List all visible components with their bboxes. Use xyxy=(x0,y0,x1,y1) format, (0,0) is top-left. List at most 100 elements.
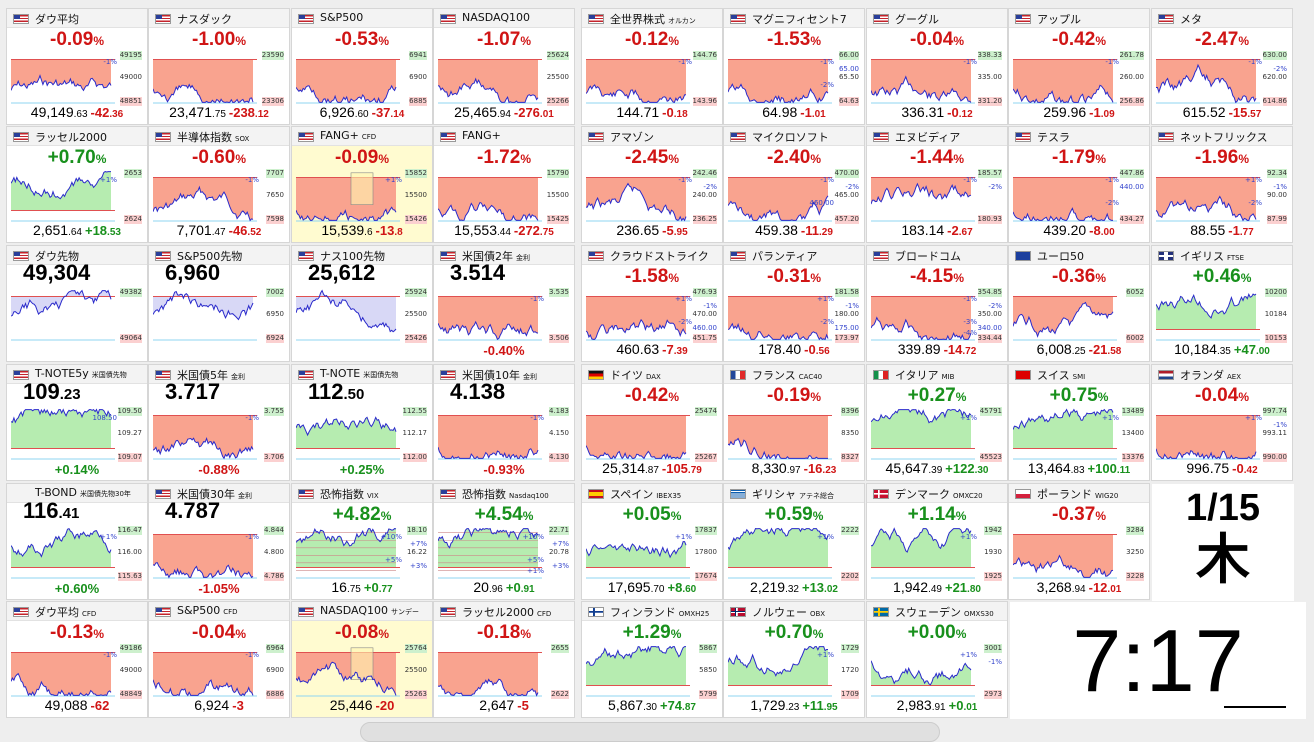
change-value: -8 xyxy=(1089,223,1101,238)
market-tile[interactable]: T-BOND 米国債先物30年 116.41 116.47 116.00 115.63 +1… xyxy=(6,483,148,600)
market-tile[interactable]: パランティア -0.31% 181.58 180.00 173.97 +1% -1% -2% 1… xyxy=(723,245,865,362)
market-tile[interactable]: ナスダック -1.00% 23590 23306 23,471.75 -238.12 xyxy=(148,8,290,125)
market-tile[interactable]: FANG+ -1.72% 15790 15500 15425 15,553.44 -272.… xyxy=(433,126,575,243)
tick-extra: -1% xyxy=(1273,183,1287,191)
market-tile[interactable]: ノルウェー OBX +0.70% 1729 1720 1709 +1% 1,729.23 +11… xyxy=(723,601,865,718)
market-tile[interactable]: T-NOTE 米国債先物 112.50 112.55 112.17 112.00 +0.25… xyxy=(291,364,433,481)
tick-low: 25426 xyxy=(404,334,427,343)
tile-header: 恐怖指数 VIX xyxy=(292,484,432,503)
price-decimals: .60 xyxy=(354,109,369,120)
market-tile[interactable]: ネットフリックス -1.96% 92.34 90.00 87.99 +1% -1% -2% 88… xyxy=(1151,126,1293,243)
market-subname: 金利 xyxy=(231,373,245,381)
price-decimals: .83 xyxy=(1070,465,1085,476)
market-tile[interactable]: スペイン IBEX35 +0.05% 17837 17800 17674 +1% 17,695… xyxy=(581,483,723,600)
market-tile[interactable]: イギリス FTSE +0.46% 10200 10184 10153 10,184.35 +4… xyxy=(1151,245,1293,362)
market-tile[interactable]: グーグル -0.04% 338.33 335.00 331.20 -1% 336.31 -0.… xyxy=(866,8,1008,125)
change-value: -42 xyxy=(90,105,110,120)
market-tile[interactable]: オランダ AEX -0.04% 997.74 993.11 990.00 +1% -1% 996… xyxy=(1151,364,1293,481)
market-tile[interactable]: 米国債2年 金利 3.514 3.535 3.506 -1% -0.40% xyxy=(433,245,575,362)
market-tile[interactable]: フランス CAC40 -0.19% 8396 8350 8327 8,330.97 -16.2… xyxy=(723,364,865,481)
market-tile[interactable]: マグニフィセント7 -1.53% 66.00 65.50 64.63 -1% 65.00 -2… xyxy=(723,8,865,125)
market-tile[interactable]: マイクロソフト -2.40% 470.00 465.00 457.20 -1% -2% 460… xyxy=(723,126,865,243)
market-tile[interactable]: ギリシャ アテネ総合 +0.59% 2222 2202 +1% 2,219.32 +13.02 xyxy=(723,483,865,600)
market-tile[interactable]: スウェーデン OMXS30 +0.00% 3001 2973 +1% -1% 2,983.91… xyxy=(866,601,1008,718)
market-tile[interactable]: クラウドストライク -1.58% 476.93 470.00 451.75 +1% -1% -… xyxy=(581,245,723,362)
change-percent-value: -0.18 xyxy=(477,622,521,643)
market-tile[interactable]: アマゾン -2.45% 242.46 240.00 236.25 -1% -2% 236.65… xyxy=(581,126,723,243)
tick-low: 7598 xyxy=(266,215,284,224)
sparkline-chart: 6941 6900 6885 xyxy=(296,49,430,107)
market-name-text: アマゾン xyxy=(610,131,654,144)
change-percent-value: -0.19 xyxy=(767,385,811,406)
market-tile[interactable]: ユーロ50 -0.36% 6052 6002 6,008.25 -21.58 xyxy=(1008,245,1150,362)
market-tile[interactable]: ラッセル2000 +0.70% 2653 2624 +1% 2,651.64 +18.53 xyxy=(6,126,148,243)
market-tile[interactable]: ダウ平均 CFD -0.13% 49186 49000 48849 -1% 49,088 -62 xyxy=(6,601,148,718)
change-value: -46 xyxy=(228,223,248,238)
flag-icon xyxy=(440,251,456,261)
market-tile[interactable]: 米国債5年 金利 3.717 3.755 3.706 -1% -0.88% xyxy=(148,364,290,481)
change-percent: +0.70% xyxy=(7,147,147,169)
sparkline-line xyxy=(586,182,687,222)
flag-icon xyxy=(155,370,171,380)
sparkline-chart: 2655 2622 xyxy=(438,642,572,700)
market-tile[interactable]: ナス100先物 25,612 25924 25500 25426 xyxy=(291,245,433,362)
market-name-text: 米国債10年 xyxy=(462,369,520,382)
market-tile[interactable]: T-NOTE5y 米国債先物 109.23 109.50 109.27 109.07 108… xyxy=(6,364,148,481)
percent-sign: % xyxy=(380,509,392,523)
change-value: -15 xyxy=(1228,105,1248,120)
market-tile[interactable]: 恐怖指数 Nasdaq100 +4.54% 22.71 20.78 +10% +7% +5% +… xyxy=(433,483,575,600)
market-tile[interactable]: 全世界株式 オルカン -0.12% 144.76 143.96 -1% 144.71 -0.1… xyxy=(581,8,723,125)
market-tile[interactable]: ダウ先物 49,304 49382 49064 xyxy=(6,245,148,362)
tile-header: T-BOND 米国債先物30年 xyxy=(7,484,147,503)
change-decimals: .8 xyxy=(394,227,403,238)
market-name: スイス SMI xyxy=(1037,367,1085,383)
market-tile[interactable]: 米国債10年 金利 4.138 4.183 4.150 4.130 -1% -0.93% xyxy=(433,364,575,481)
sparkline-svg xyxy=(871,58,975,104)
tick-high: 112.55 xyxy=(402,407,427,416)
sparkline-line xyxy=(438,320,539,341)
price-footer: 183.14 -2.67 xyxy=(867,222,1007,240)
tile-header: 恐怖指数 Nasdaq100 xyxy=(434,484,574,503)
sparkline-chart: 49186 49000 48849 -1% xyxy=(11,642,145,700)
market-tile[interactable]: イタリア MIB +0.27% 45791 45523 +1% 45,647.39 +122.… xyxy=(866,364,1008,481)
market-tile[interactable]: NASDAQ100 -1.07% 25624 25500 25266 25,465.94-… xyxy=(433,8,575,125)
market-tile[interactable]: ポーランド WIG20 -0.37% 3284 3250 3228 3,268.94 -12.… xyxy=(1008,483,1150,600)
market-tile[interactable]: ドイツ DAX -0.42% 25474 25267 25,314.87 -105.79 xyxy=(581,364,723,481)
market-tile[interactable]: FANG+ CFD -0.09% 15852 15500 15426 +1% 15,539.6… xyxy=(291,126,433,243)
market-tile[interactable]: S&P500先物 6,960 7002 6950 6924 xyxy=(148,245,290,362)
market-tile[interactable]: スイス SMI +0.75% 13489 13400 13376 +1% 13,464.83 +… xyxy=(1008,364,1150,481)
price-footer: 1,729.23 +11.95 xyxy=(724,697,864,715)
market-subname: VIX xyxy=(367,492,379,500)
market-name: 米国債30年 金利 xyxy=(177,486,252,502)
price-value: 25,314 xyxy=(602,460,645,476)
change-percent-value: -2.45 xyxy=(625,147,669,168)
market-tile[interactable]: ダウ平均 -0.09% 49195 49000 48851 -1% 49,149.63 -42… xyxy=(6,8,148,125)
market-tile[interactable]: NASDAQ100 サンデー -0.08% 25764 25500 25263 25,446… xyxy=(291,601,433,718)
tile-header: ドイツ DAX xyxy=(582,365,722,384)
tick-extra: -2% xyxy=(845,183,859,191)
market-tile[interactable]: デンマーク OMXC20 +1.14% 1942 1930 1925 +1% 1,942.49… xyxy=(866,483,1008,600)
market-tile[interactable]: テスラ -1.79% 447.86 434.27 -1% 440.00 -2% 439.20-… xyxy=(1008,126,1150,243)
market-tile[interactable]: フィンランド OMXH25 +1.29% 5867 5850 5799 5,867.30 +7… xyxy=(581,601,723,718)
market-tile[interactable]: 米国債30年 金利 4.787 4.844 4.800 4.786 -1% -1.05% xyxy=(148,483,290,600)
flag-icon xyxy=(440,14,456,24)
market-tile[interactable]: 半導体指数 SOX -0.60% 7707 7650 7598 -1% 7,701.47 -46… xyxy=(148,126,290,243)
market-subname: CFD xyxy=(223,608,238,616)
sparkline-line xyxy=(11,408,112,424)
market-tile[interactable]: S&P500 -0.53% 6941 6900 6885 6,926.60 -37.14 xyxy=(291,8,433,125)
market-tile[interactable]: メタ -2.47% 630.00 620.00 614.86 -1% -2% 615.52 -1… xyxy=(1151,8,1293,125)
sparkline-area xyxy=(11,652,111,696)
market-tile[interactable]: ラッセル2000 CFD -0.18% 2655 2622 2,647 -5 xyxy=(433,601,575,718)
bottom-scrollbar[interactable] xyxy=(360,722,940,742)
market-name: アマゾン xyxy=(610,129,654,145)
flag-icon xyxy=(873,14,889,24)
market-tile[interactable]: S&P500 CFD -0.04% 6964 6900 6886 -1% 6,924 -3 xyxy=(148,601,290,718)
tick-extra: -1% xyxy=(678,58,692,66)
tick-high: 185.57 xyxy=(977,169,1002,178)
market-tile[interactable]: ブロードコム -4.15% 354.85 350.00 334.44 -1% -2% -3% 3… xyxy=(866,245,1008,362)
market-tile[interactable]: アップル -0.42% 261.78 260.00 256.86 -1% 259.96 -1.… xyxy=(1008,8,1150,125)
flag-icon xyxy=(1015,489,1031,499)
market-tile[interactable]: エヌビディア -1.44% 185.57 180.93 -1% -2% 183.14 -2.6… xyxy=(866,126,1008,243)
tick-extra: -1% xyxy=(103,58,117,66)
market-tile[interactable]: 恐怖指数 VIX +4.82% 18.10 16.22 +10% +7% +5% +3% 16.7… xyxy=(291,483,433,600)
